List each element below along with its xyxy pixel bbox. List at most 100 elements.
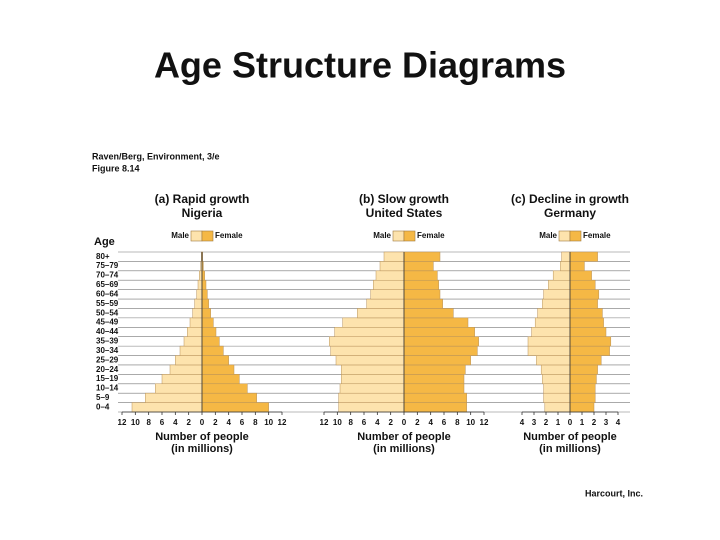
y-tick-label: 55–59 xyxy=(96,299,119,308)
legend-swatch xyxy=(201,230,214,242)
bar-male xyxy=(197,279,203,290)
bar-male xyxy=(357,308,405,319)
x-tick-label: 6 xyxy=(240,418,245,427)
y-tick-label: 20–24 xyxy=(96,365,119,374)
bar-male xyxy=(330,345,405,356)
bar-female xyxy=(201,383,248,394)
legend-swatch xyxy=(558,230,571,242)
legend-label: Female xyxy=(583,231,611,240)
y-tick-label: 40–44 xyxy=(96,327,119,336)
bar-female xyxy=(201,327,217,337)
bar-female xyxy=(569,251,598,262)
bar-female xyxy=(569,336,612,347)
bar-male xyxy=(536,355,571,366)
bar-male xyxy=(379,261,405,272)
bar-female xyxy=(201,364,235,375)
bar-female xyxy=(201,374,240,385)
bar-male xyxy=(334,327,405,337)
bar-female xyxy=(569,279,596,290)
bar-male xyxy=(187,327,203,337)
legend-label: Male xyxy=(539,231,557,240)
x-tick-label: 12 xyxy=(118,418,127,427)
x-tick-label: 2 xyxy=(592,418,597,427)
x-tick-label: 2 xyxy=(544,418,549,427)
legend-swatch xyxy=(569,230,582,242)
y-tick-label: 45–49 xyxy=(96,318,119,327)
y-axis-label: Age xyxy=(94,236,115,248)
bar-male xyxy=(338,392,405,403)
bar-female xyxy=(403,279,439,290)
bar-male xyxy=(341,374,405,385)
bar-female xyxy=(569,355,602,366)
x-tick-label: 4 xyxy=(616,418,621,427)
x-tick-label: 10 xyxy=(466,418,475,427)
x-axis-label: Number of people xyxy=(523,431,617,443)
legend-label: Male xyxy=(373,231,391,240)
bar-male xyxy=(366,298,405,309)
x-tick-label: 6 xyxy=(160,418,165,427)
bar-female xyxy=(403,308,454,319)
bar-male xyxy=(534,317,571,328)
x-axis-label: (in millions) xyxy=(539,443,601,455)
x-tick-label: 8 xyxy=(253,418,258,427)
x-axis-label: Number of people xyxy=(155,431,249,443)
bar-female xyxy=(569,345,610,356)
y-tick-label: 5–9 xyxy=(96,393,110,402)
credit: Harcourt, Inc. xyxy=(585,488,643,498)
bar-female xyxy=(569,298,598,309)
bar-male xyxy=(341,364,405,375)
bar-female xyxy=(403,251,441,262)
bar-female xyxy=(403,364,466,375)
source: Figure 8.14 xyxy=(92,163,140,173)
bar-male xyxy=(338,402,405,413)
x-tick-label: 12 xyxy=(278,418,287,427)
y-tick-label: 70–74 xyxy=(96,271,119,280)
bar-male xyxy=(527,345,571,356)
bar-male xyxy=(540,364,571,375)
legend-label: Female xyxy=(417,231,445,240)
bar-male xyxy=(183,336,203,347)
bar-male xyxy=(370,289,405,300)
x-tick-label: 0 xyxy=(200,418,205,427)
legend-swatch xyxy=(403,230,416,242)
legend-swatch xyxy=(392,230,405,242)
bar-male xyxy=(189,317,203,328)
x-tick-label: 12 xyxy=(480,418,489,427)
chart-subtitle: United States xyxy=(366,206,443,220)
bar-male xyxy=(373,279,405,290)
bar-female xyxy=(403,289,441,300)
bar-male xyxy=(527,336,571,347)
bar-male xyxy=(192,308,203,319)
x-tick-label: 12 xyxy=(320,418,329,427)
y-tick-label: 15–19 xyxy=(96,374,119,383)
x-tick-label: 3 xyxy=(604,418,609,427)
x-tick-label: 10 xyxy=(264,418,273,427)
bar-female xyxy=(569,374,597,385)
x-tick-label: 0 xyxy=(402,418,407,427)
bar-female xyxy=(201,308,211,319)
y-tick-label: 75–79 xyxy=(96,261,119,270)
x-tick-label: 8 xyxy=(348,418,353,427)
bar-female xyxy=(403,336,479,347)
x-tick-label: 2 xyxy=(388,418,393,427)
bar-male xyxy=(169,364,203,375)
bar-female xyxy=(403,402,467,413)
bar-female xyxy=(201,392,257,403)
bar-male xyxy=(542,298,571,309)
bar-male xyxy=(194,298,203,309)
bar-male xyxy=(537,308,571,319)
x-tick-label: 1 xyxy=(580,418,585,427)
bar-male xyxy=(179,345,203,356)
bar-male xyxy=(375,270,405,281)
bar-female xyxy=(569,392,596,403)
bar-female xyxy=(403,374,465,385)
bar-female xyxy=(403,355,471,366)
x-axis-label: (in millions) xyxy=(171,443,233,455)
bar-female xyxy=(569,317,604,328)
bar-female xyxy=(201,336,220,347)
x-tick-label: 4 xyxy=(375,418,380,427)
bar-female xyxy=(201,317,214,328)
chart-subtitle: Nigeria xyxy=(182,206,223,220)
bar-female xyxy=(201,289,208,300)
